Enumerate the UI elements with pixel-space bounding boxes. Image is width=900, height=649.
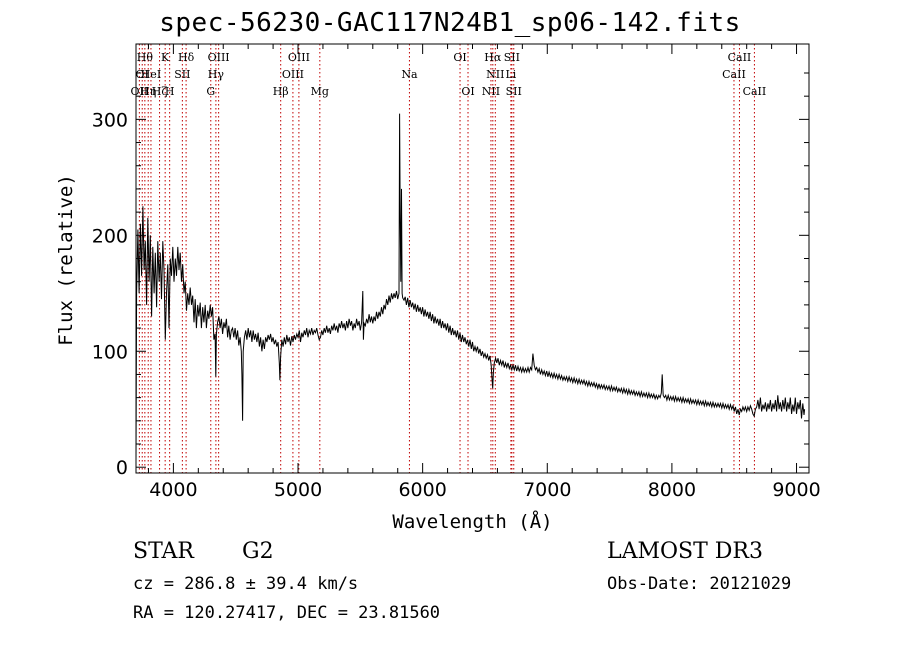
line-marker-label-16: Mg <box>311 85 329 98</box>
line-marker-label-3: Hη <box>140 85 156 98</box>
x-tick-label: 8000 <box>648 479 696 501</box>
x-tick-label: 7000 <box>523 479 571 501</box>
spectrum-series-line <box>136 113 806 462</box>
line-marker-label-10: G <box>206 85 215 98</box>
line-marker-label-12: OIII <box>208 51 230 64</box>
line-marker-label-26: CaII <box>722 68 746 81</box>
x-tick-label: 4000 <box>149 479 197 501</box>
line-marker-label-20: NII <box>482 85 500 98</box>
line-marker-label-14: OIII <box>282 68 304 81</box>
line-marker-label-15: OIII <box>288 51 310 64</box>
spectral-subclass: G2 <box>242 539 274 564</box>
survey-name: LAMOST DR3 <box>607 539 763 564</box>
line-marker-label-25: SII <box>506 85 522 98</box>
line-marker-label-6: K <box>161 51 170 64</box>
line-marker-label-2: Hθ <box>137 51 154 64</box>
line-marker-label-22: NII <box>486 68 504 81</box>
object-class: STAR <box>133 539 194 564</box>
x-tick-label: 6000 <box>398 479 446 501</box>
plot-frame <box>135 43 810 474</box>
line-marker-labels: OII OI Hθ Hη HeI Hζ K H SII Hδ G Hγ OIII Hβ OIII OIII Mg… <box>131 51 767 98</box>
line-marker-label-9: Hδ <box>178 51 195 64</box>
line-markers <box>138 44 755 473</box>
line-marker-label-0: OII <box>131 85 149 98</box>
y-tick-label: 300 <box>92 109 128 131</box>
observation-date: Obs-Date: 20121029 <box>607 574 792 594</box>
line-marker-label-19: OI <box>461 85 474 98</box>
x-tick-label: 5000 <box>274 479 322 501</box>
line-marker-label-1: OI <box>136 68 149 81</box>
line-marker-label-23: Li <box>505 68 516 81</box>
line-marker-label-5: Hζ <box>152 85 168 98</box>
x-axis-label: Wavelength (Å) <box>392 510 552 533</box>
y-tick-label: 200 <box>92 225 128 247</box>
line-marker-label-11: Hγ <box>208 68 225 81</box>
y-axis-label: Flux (relative) <box>55 174 77 346</box>
line-marker-label-18: OI <box>453 51 466 64</box>
redshift-value: cz = 286.8 ± 39.4 km/s <box>133 574 359 594</box>
sky-coordinates: RA = 120.27417, DEC = 23.81560 <box>133 603 441 623</box>
line-marker-label-8: SII <box>174 68 190 81</box>
line-marker-label-4: HeI <box>141 68 161 81</box>
y-tick-label: 100 <box>92 341 128 363</box>
line-marker-label-7: H <box>165 85 175 98</box>
x-tick-label: 9000 <box>772 479 820 501</box>
axis-ticks <box>136 44 809 473</box>
line-marker-label-28: CaII <box>743 85 767 98</box>
line-marker-label-24: SII <box>504 51 520 64</box>
y-tick-label: 0 <box>116 457 128 479</box>
line-marker-label-17: Na <box>401 68 418 81</box>
line-marker-label-27: CaII <box>728 51 752 64</box>
line-marker-label-13: Hβ <box>273 85 289 98</box>
line-marker-label-21: Hα <box>484 51 502 64</box>
chart-title: spec-56230-GAC117N24B1_sp06-142.fits <box>159 8 741 38</box>
